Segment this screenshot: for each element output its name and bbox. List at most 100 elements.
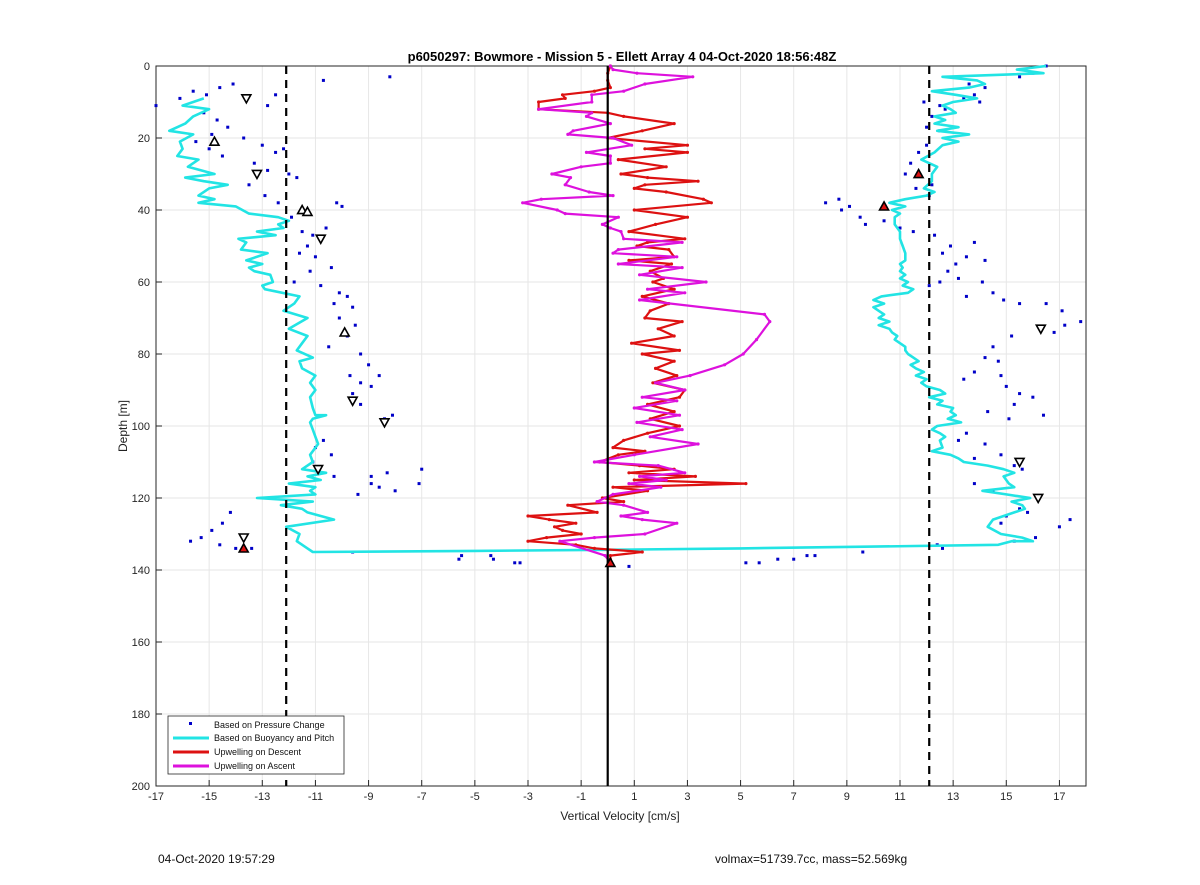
triangle-down-marker	[240, 94, 253, 105]
pressure-point	[266, 168, 270, 172]
pressure-point	[228, 510, 232, 514]
series-vertex-3	[638, 298, 642, 302]
chart-title: p6050297: Bowmore - Mission 5 - Ellett A…	[408, 49, 837, 64]
series-vertex-2	[640, 294, 644, 298]
pressure-point	[356, 492, 360, 496]
x-tick-label: 17	[1053, 791, 1065, 803]
pressure-point	[189, 539, 193, 543]
pressure-point	[903, 172, 907, 176]
pressure-point	[983, 258, 987, 262]
pressure-point	[377, 485, 381, 489]
y-tick-label: 0	[144, 61, 150, 73]
series-vertex-3	[768, 320, 772, 324]
triangle-up-marker	[208, 135, 221, 146]
series-vertex-3	[656, 464, 660, 468]
triangle-down-marker	[1013, 457, 1026, 469]
series-vertex-3	[611, 251, 615, 255]
y-tick-label: 180	[132, 709, 150, 721]
series-vertex-2	[645, 240, 650, 244]
pressure-point	[489, 554, 493, 558]
series-vertex-2	[672, 410, 676, 414]
pressure-point	[938, 104, 942, 108]
series-vertex-2	[651, 381, 655, 385]
pressure-point	[215, 118, 219, 122]
series-vertex-3	[568, 176, 573, 180]
series-vertex-2	[632, 478, 636, 482]
pressure-point	[351, 305, 355, 309]
series-vertex-2	[611, 446, 615, 450]
series-vertex-2	[537, 100, 541, 104]
pressure-point	[986, 410, 990, 414]
pressure-point	[848, 204, 852, 208]
x-tick-label: 9	[844, 791, 850, 803]
series-vertex-2	[677, 348, 682, 352]
pressure-point	[858, 215, 862, 219]
pressure-point	[1052, 330, 1056, 334]
pressure-point	[1018, 75, 1022, 79]
pressure-point	[282, 147, 286, 151]
legend-item-ascent: Upwelling on Ascent	[173, 761, 296, 771]
series-vertex-3	[622, 237, 626, 241]
series-vertex-3	[608, 161, 612, 165]
series-vertex-2	[744, 482, 748, 486]
series-vertex-3	[653, 381, 658, 385]
pressure-point	[335, 201, 339, 205]
y-axis-label: Depth [m]	[116, 400, 130, 452]
legend-label-buoyancy: Based on Buoyancy and Pitch	[214, 733, 334, 743]
pressure-point	[1018, 302, 1022, 306]
series-vertex-3	[664, 478, 668, 482]
pressure-point	[627, 564, 631, 568]
series-vertex-2	[608, 86, 612, 90]
pressure-point	[813, 554, 817, 558]
pressure-point	[345, 294, 349, 298]
pressure-point	[1002, 298, 1006, 302]
series-vertex-3	[680, 266, 684, 270]
pressure-point	[776, 557, 780, 561]
pressure-point	[983, 356, 987, 360]
pressure-point	[911, 230, 915, 234]
series-vertex-2	[664, 165, 668, 169]
pressure-point	[393, 489, 397, 493]
series-vertex-2	[566, 503, 570, 507]
pressure-point	[967, 82, 971, 86]
series-vertex-3	[675, 399, 679, 403]
series-vertex-2	[592, 89, 597, 93]
pressure-point	[274, 93, 278, 97]
series-2	[526, 64, 748, 565]
series-vertex-2	[560, 93, 565, 97]
series-vertex-3	[600, 222, 605, 226]
series-vertex-2	[680, 320, 684, 324]
pressure-point	[1007, 417, 1011, 421]
pressure-point	[972, 370, 976, 374]
pressure-point	[983, 442, 987, 446]
pressure-point	[329, 453, 333, 457]
series-vertex-2	[627, 471, 631, 475]
pressure-point	[377, 374, 381, 378]
pressure-point	[242, 136, 246, 140]
series-vertex-2	[622, 438, 626, 442]
series-vertex-2	[643, 183, 647, 187]
series-vertex-3	[659, 485, 663, 489]
series-vertex-3	[683, 471, 687, 475]
series-vertex-3	[566, 132, 570, 136]
series-vertex-2	[696, 179, 700, 183]
legend-swatch-pressure	[189, 722, 192, 725]
pressure-point	[263, 194, 267, 198]
pressure-point	[359, 352, 363, 356]
pressure-point	[292, 280, 296, 284]
pressure-point	[941, 251, 945, 255]
footer-timestamp: 04-Oct-2020 19:57:29	[158, 852, 275, 866]
pressure-point	[1044, 302, 1048, 306]
pressure-point	[178, 96, 182, 100]
series-vertex-3	[688, 374, 692, 378]
series-vertex-3	[680, 428, 684, 432]
series-vertex-2	[579, 532, 583, 536]
series-vertex-3	[590, 111, 594, 115]
pressure-point	[313, 255, 317, 259]
pressure-point	[369, 482, 373, 486]
pressure-point	[332, 474, 336, 478]
pressure-point	[420, 467, 424, 471]
pressure-point	[388, 75, 392, 79]
series-vertex-2	[648, 309, 652, 313]
pressure-point	[231, 82, 235, 86]
